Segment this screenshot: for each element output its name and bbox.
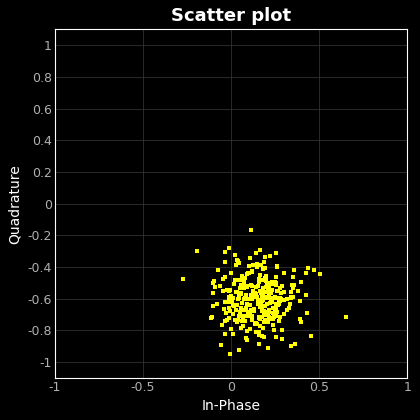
Channel 1 — [252, 309, 257, 314]
Line: Channel 1: Channel 1 — [181, 229, 347, 355]
Channel 1 — [220, 289, 225, 294]
Title: Scatter plot: Scatter plot — [171, 7, 291, 25]
Channel 1 — [250, 313, 255, 318]
Channel 1 — [266, 315, 271, 320]
Channel 1 — [249, 228, 254, 233]
Channel 1 — [255, 301, 260, 306]
Channel 1 — [227, 351, 232, 356]
X-axis label: In-Phase: In-Phase — [202, 399, 260, 413]
Y-axis label: Quadrature: Quadrature — [8, 164, 22, 244]
Channel 1 — [269, 288, 274, 293]
Channel 1 — [288, 289, 293, 294]
Channel 1 — [318, 271, 323, 276]
